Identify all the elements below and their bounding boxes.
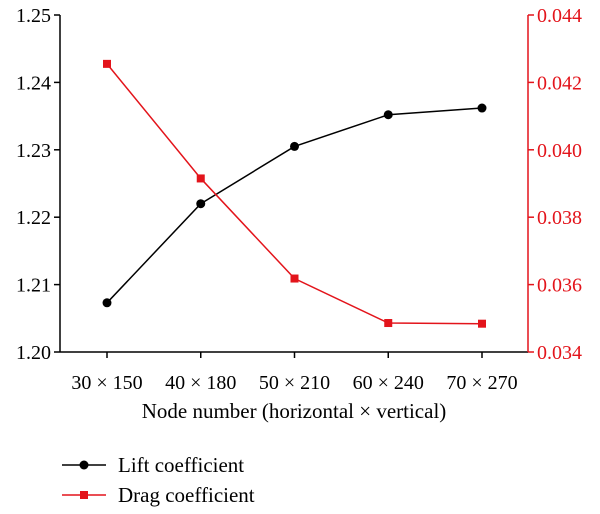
left-tick-label: 1.22 [16,207,51,229]
legend: Lift coefficient Drag coefficient [62,453,255,507]
x-tick-label: 50 × 210 [259,372,330,394]
x-tick-label: 70 × 270 [446,372,517,394]
right-axis-ticks: 0.034 0.036 0.038 0.040 0.042 0.044 [528,5,582,364]
legend-drag-label: Drag coefficient [118,483,255,507]
x-tick-label: 60 × 240 [353,372,424,394]
x-axis-ticks: 30 × 150 40 × 180 50 × 210 60 × 240 70 × 270 [71,352,518,394]
drag-point [196,174,205,183]
left-axis-ticks: 1.20 1.21 1.22 1.23 1.24 1.25 [16,5,60,364]
x-axis-label: Node number (horizontal × vertical) [142,399,447,423]
lift-point [383,110,393,120]
right-tick-label: 0.044 [537,5,582,27]
left-tick-label: 1.25 [16,5,51,27]
legend-lift-label: Lift coefficient [118,453,244,477]
left-tick-label: 1.20 [16,342,51,364]
right-tick-label: 0.040 [537,140,582,162]
x-tick-label: 40 × 180 [165,372,236,394]
drag-point [478,319,486,328]
right-tick-label: 0.034 [537,342,582,364]
left-tick-label: 1.24 [16,72,51,94]
lift-point [477,103,487,113]
lift-point [196,199,206,209]
drag-series-line [106,63,483,325]
lift-series-line [106,107,483,304]
right-tick-label: 0.038 [537,207,582,229]
plot-frame [59,15,529,353]
drag-point [103,59,111,68]
drag-point [384,319,393,328]
lift-point [102,298,112,308]
series-layer [102,59,487,328]
left-tick-label: 1.23 [16,140,51,162]
legend-lift-marker [79,460,89,470]
right-tick-label: 0.036 [537,275,582,297]
legend-drag-marker [80,491,88,499]
lift-point [290,141,299,151]
x-tick-label: 30 × 150 [71,372,142,394]
right-tick-label: 0.042 [537,72,582,94]
left-tick-label: 1.21 [16,275,51,297]
drag-point [290,274,299,283]
